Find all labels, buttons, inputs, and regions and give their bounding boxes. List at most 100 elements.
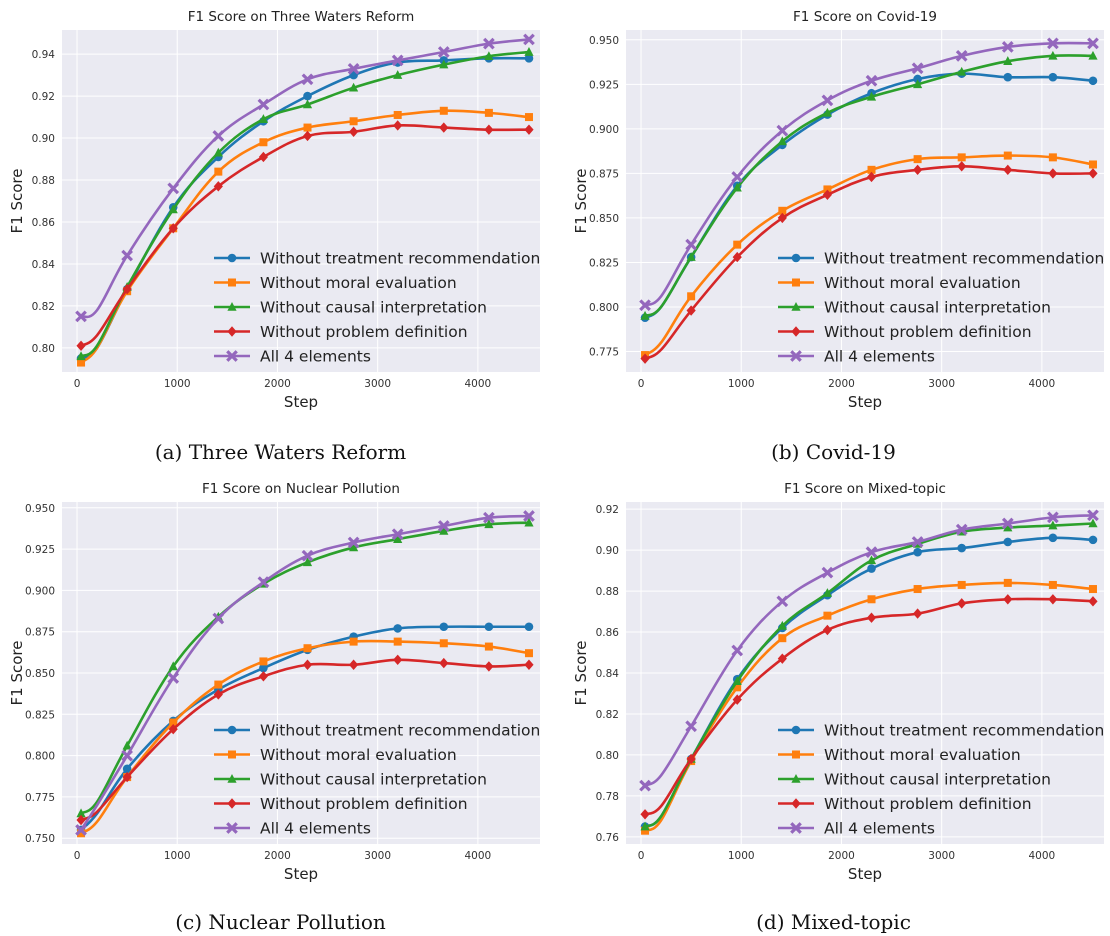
y-tick-label: 0.900 bbox=[589, 124, 619, 136]
data-point bbox=[867, 595, 876, 604]
data-point bbox=[1047, 37, 1059, 50]
y-tick-label: 0.88 bbox=[596, 586, 619, 598]
data-point bbox=[121, 249, 133, 262]
legend-label: Without moral evaluation bbox=[824, 746, 1021, 764]
data-point bbox=[865, 546, 878, 559]
data-point bbox=[686, 252, 696, 261]
legend-item: Without treatment recommendation bbox=[778, 722, 1104, 740]
legend-label: Without treatment recommendation bbox=[824, 250, 1104, 268]
data-point bbox=[259, 657, 268, 666]
data-point bbox=[301, 549, 314, 562]
data-point bbox=[77, 358, 86, 367]
legend-label: Without treatment recommendation bbox=[260, 722, 540, 740]
data-point bbox=[1088, 518, 1098, 528]
data-point bbox=[524, 54, 534, 63]
y-tick-label: 0.925 bbox=[25, 544, 55, 556]
x-tick-label: 3000 bbox=[928, 378, 955, 390]
data-point bbox=[911, 536, 924, 548]
data-point bbox=[77, 829, 86, 838]
series-all-4-elements bbox=[75, 510, 535, 836]
data-point bbox=[524, 47, 534, 56]
data-point bbox=[439, 622, 449, 632]
data-point bbox=[213, 147, 223, 157]
series-all-4-elements bbox=[639, 37, 1099, 312]
data-point bbox=[957, 161, 967, 172]
plot-area bbox=[626, 30, 1104, 372]
legend-item: Without causal interpretation bbox=[214, 771, 487, 789]
data-point bbox=[258, 114, 269, 123]
data-point bbox=[822, 624, 833, 636]
data-point bbox=[303, 91, 312, 101]
data-point bbox=[777, 620, 787, 630]
data-point bbox=[685, 238, 697, 251]
legend-marker bbox=[791, 302, 801, 311]
x-axis-label: Step bbox=[848, 865, 882, 883]
legend-marker bbox=[791, 725, 801, 735]
series-all-4-elements bbox=[639, 509, 1099, 792]
y-tick-label: 0.86 bbox=[596, 627, 620, 639]
data-point bbox=[76, 340, 86, 351]
legend-item: Without treatment recommendation bbox=[778, 250, 1104, 268]
data-point bbox=[1003, 151, 1012, 160]
y-tick-label: 0.850 bbox=[589, 213, 619, 225]
data-point bbox=[776, 124, 789, 137]
data-point bbox=[524, 622, 534, 632]
legend-marker bbox=[227, 253, 237, 263]
y-tick-label: 0.925 bbox=[589, 79, 619, 91]
chart-title: F1 Score on Covid-19 bbox=[793, 9, 937, 25]
legend-item: Without moral evaluation bbox=[778, 746, 1021, 764]
data-point bbox=[258, 671, 269, 682]
data-point bbox=[393, 534, 403, 543]
x-tick-label: 1000 bbox=[164, 850, 191, 862]
data-point bbox=[303, 123, 312, 132]
legend-marker bbox=[792, 750, 800, 759]
legend-label: Without problem definition bbox=[824, 795, 1032, 813]
data-point bbox=[685, 720, 697, 733]
data-point bbox=[731, 644, 744, 657]
chart-panel-mixed-topic: 0 1000 2000 3000 4000 0.76 0.78 0.80 0.82 0.84 0.8… bbox=[564, 472, 1110, 909]
data-point bbox=[301, 73, 314, 86]
data-point bbox=[1087, 509, 1099, 522]
x-axis-label: Step bbox=[284, 865, 318, 883]
data-point bbox=[349, 82, 359, 92]
data-point bbox=[349, 542, 359, 552]
data-point bbox=[1001, 41, 1014, 53]
x-tick-label: 1000 bbox=[164, 378, 191, 390]
legend-label: Without treatment recommendation bbox=[260, 250, 540, 268]
y-tick-label: 0.92 bbox=[596, 504, 619, 516]
plot-area bbox=[62, 30, 540, 372]
chart-title: F1 Score on Mixed-topic bbox=[784, 481, 946, 497]
legend-item: Without causal interpretation bbox=[214, 299, 487, 317]
legend-item: Without causal interpretation bbox=[778, 299, 1051, 317]
series-without-moral-evaluation bbox=[641, 151, 1097, 360]
x-tick-label: 4000 bbox=[465, 850, 492, 862]
data-point bbox=[393, 624, 403, 633]
y-tick-label: 0.90 bbox=[596, 545, 619, 557]
x-tick-label: 3000 bbox=[364, 378, 391, 390]
y-axis-label: F1 Score bbox=[572, 641, 590, 706]
x-tick-label: 0 bbox=[638, 378, 645, 390]
x-tick-label: 3000 bbox=[364, 850, 391, 862]
data-point bbox=[1048, 153, 1057, 162]
series-without-problem-definition bbox=[76, 120, 534, 351]
data-point bbox=[122, 283, 132, 295]
data-point bbox=[733, 240, 742, 249]
y-tick-label: 0.82 bbox=[596, 709, 619, 721]
data-point bbox=[687, 292, 696, 301]
caption-d: (d) Mixed-topic bbox=[756, 910, 911, 934]
data-point bbox=[169, 718, 178, 727]
data-point bbox=[167, 182, 180, 195]
data-point bbox=[1048, 50, 1058, 60]
legend-label: Without causal interpretation bbox=[260, 771, 487, 789]
x-tick-label: 1000 bbox=[728, 850, 755, 862]
y-tick-label: 0.875 bbox=[589, 168, 619, 180]
data-point bbox=[303, 644, 312, 653]
legend-marker bbox=[791, 253, 801, 263]
legend-label: Without causal interpretation bbox=[824, 771, 1051, 789]
data-point bbox=[639, 299, 651, 312]
chart-svg: 0 1000 2000 3000 4000 0.80 0.82 0.84 0.86 0.88 0.9… bbox=[8, 9, 540, 411]
data-point bbox=[302, 659, 313, 670]
data-point bbox=[913, 585, 922, 594]
data-point bbox=[259, 138, 268, 147]
legend-marker bbox=[227, 725, 237, 735]
